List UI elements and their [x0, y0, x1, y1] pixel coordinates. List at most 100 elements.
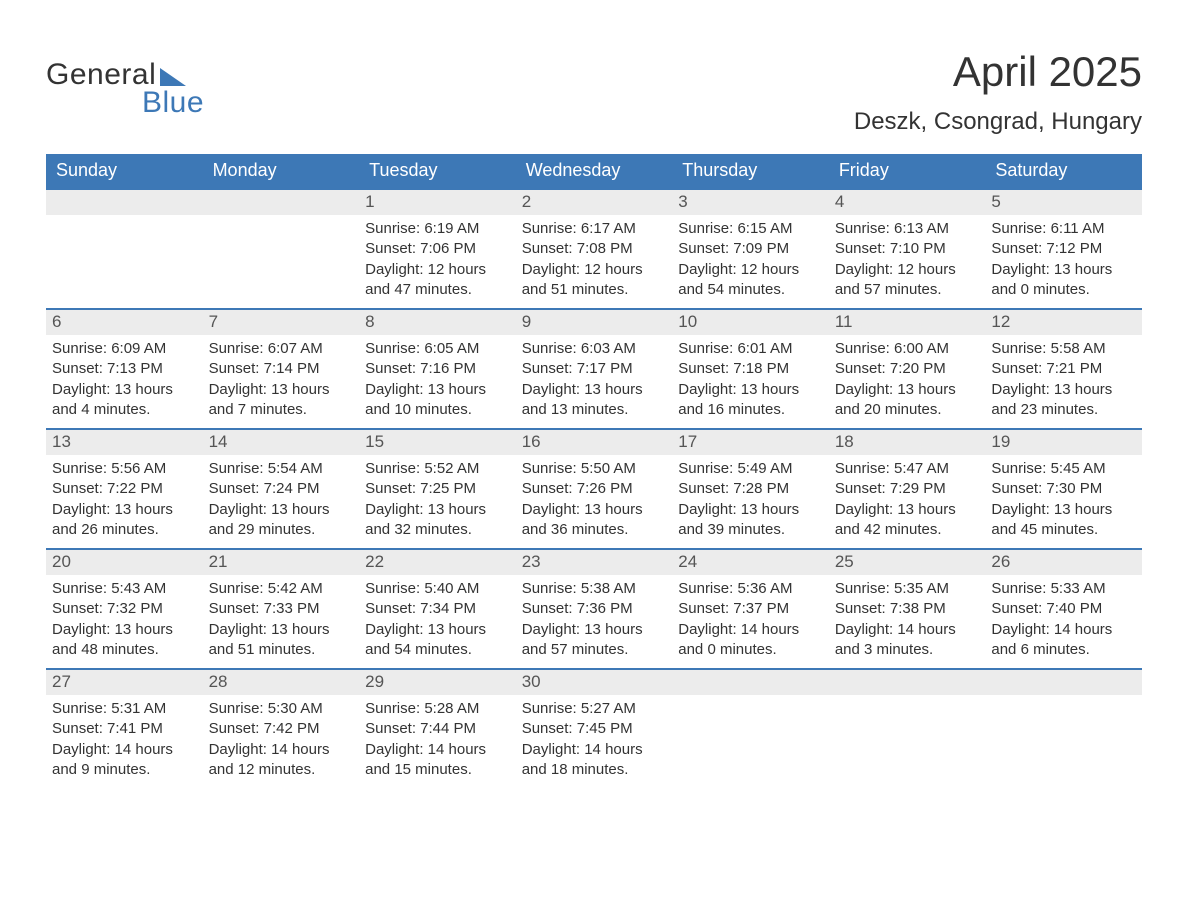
day-cell: [985, 669, 1142, 788]
sunrise-text: Sunrise: 6:15 AM: [678, 219, 823, 239]
day-number: 26: [985, 550, 1142, 575]
day-number: 30: [516, 670, 673, 695]
day-body: [672, 695, 829, 787]
day-cell: 7Sunrise: 6:07 AMSunset: 7:14 PMDaylight…: [203, 309, 360, 429]
day-number: 8: [359, 310, 516, 335]
daylight-text: Daylight: 14 hours and 6 minutes.: [991, 620, 1136, 661]
daylight-text: Daylight: 13 hours and 26 minutes.: [52, 500, 197, 541]
day-body: Sunrise: 5:49 AMSunset: 7:28 PMDaylight:…: [672, 455, 829, 548]
daylight-text: Daylight: 13 hours and 54 minutes.: [365, 620, 510, 661]
sunset-text: Sunset: 7:45 PM: [522, 719, 667, 739]
sunset-text: Sunset: 7:30 PM: [991, 479, 1136, 499]
sunset-text: Sunset: 7:34 PM: [365, 599, 510, 619]
sunrise-text: Sunrise: 6:01 AM: [678, 339, 823, 359]
logo-word1: General: [46, 58, 156, 92]
sunrise-text: Sunrise: 5:30 AM: [209, 699, 354, 719]
page-title: April 2025: [854, 48, 1142, 96]
day-cell: 1Sunrise: 6:19 AMSunset: 7:06 PMDaylight…: [359, 189, 516, 309]
day-number: 18: [829, 430, 986, 455]
daylight-text: Daylight: 13 hours and 0 minutes.: [991, 260, 1136, 301]
sunrise-text: Sunrise: 6:13 AM: [835, 219, 980, 239]
day-cell: 8Sunrise: 6:05 AMSunset: 7:16 PMDaylight…: [359, 309, 516, 429]
day-number: 25: [829, 550, 986, 575]
day-number: 29: [359, 670, 516, 695]
sunset-text: Sunset: 7:09 PM: [678, 239, 823, 259]
sunrise-text: Sunrise: 5:31 AM: [52, 699, 197, 719]
day-number: 9: [516, 310, 673, 335]
sunrise-text: Sunrise: 6:09 AM: [52, 339, 197, 359]
sunrise-text: Sunrise: 5:33 AM: [991, 579, 1136, 599]
day-number: [829, 670, 986, 695]
day-number: 28: [203, 670, 360, 695]
daylight-text: Daylight: 14 hours and 18 minutes.: [522, 740, 667, 781]
day-body: Sunrise: 6:01 AMSunset: 7:18 PMDaylight:…: [672, 335, 829, 428]
day-number: 20: [46, 550, 203, 575]
sunrise-text: Sunrise: 5:49 AM: [678, 459, 823, 479]
sunrise-text: Sunrise: 5:54 AM: [209, 459, 354, 479]
sunset-text: Sunset: 7:32 PM: [52, 599, 197, 619]
title-block: April 2025 Deszk, Csongrad, Hungary: [854, 48, 1142, 136]
sunrise-text: Sunrise: 5:43 AM: [52, 579, 197, 599]
day-cell: 18Sunrise: 5:47 AMSunset: 7:29 PMDayligh…: [829, 429, 986, 549]
day-body: Sunrise: 6:03 AMSunset: 7:17 PMDaylight:…: [516, 335, 673, 428]
sunrise-text: Sunrise: 6:07 AM: [209, 339, 354, 359]
sunrise-text: Sunrise: 5:56 AM: [52, 459, 197, 479]
day-number: 1: [359, 190, 516, 215]
sunrise-text: Sunrise: 5:27 AM: [522, 699, 667, 719]
day-body: Sunrise: 5:56 AMSunset: 7:22 PMDaylight:…: [46, 455, 203, 548]
sunset-text: Sunset: 7:36 PM: [522, 599, 667, 619]
day-body: [829, 695, 986, 787]
day-body: Sunrise: 5:54 AMSunset: 7:24 PMDaylight:…: [203, 455, 360, 548]
week-row: 1Sunrise: 6:19 AMSunset: 7:06 PMDaylight…: [46, 189, 1142, 309]
week-row: 27Sunrise: 5:31 AMSunset: 7:41 PMDayligh…: [46, 669, 1142, 788]
daylight-text: Daylight: 13 hours and 29 minutes.: [209, 500, 354, 541]
day-cell: [203, 189, 360, 309]
day-cell: [672, 669, 829, 788]
day-number: 21: [203, 550, 360, 575]
day-number: 15: [359, 430, 516, 455]
day-body: Sunrise: 5:52 AMSunset: 7:25 PMDaylight:…: [359, 455, 516, 548]
col-wednesday: Wednesday: [516, 154, 673, 189]
day-body: Sunrise: 5:42 AMSunset: 7:33 PMDaylight:…: [203, 575, 360, 668]
day-body: Sunrise: 5:30 AMSunset: 7:42 PMDaylight:…: [203, 695, 360, 788]
calendar-body: 1Sunrise: 6:19 AMSunset: 7:06 PMDaylight…: [46, 189, 1142, 788]
day-cell: 15Sunrise: 5:52 AMSunset: 7:25 PMDayligh…: [359, 429, 516, 549]
day-body: Sunrise: 5:58 AMSunset: 7:21 PMDaylight:…: [985, 335, 1142, 428]
day-body: Sunrise: 6:09 AMSunset: 7:13 PMDaylight:…: [46, 335, 203, 428]
page-header: General Blue April 2025 Deszk, Csongrad,…: [46, 48, 1142, 136]
daylight-text: Daylight: 12 hours and 54 minutes.: [678, 260, 823, 301]
col-friday: Friday: [829, 154, 986, 189]
day-cell: 25Sunrise: 5:35 AMSunset: 7:38 PMDayligh…: [829, 549, 986, 669]
sunrise-text: Sunrise: 6:19 AM: [365, 219, 510, 239]
sunrise-text: Sunrise: 5:45 AM: [991, 459, 1136, 479]
sunset-text: Sunset: 7:13 PM: [52, 359, 197, 379]
day-cell: 12Sunrise: 5:58 AMSunset: 7:21 PMDayligh…: [985, 309, 1142, 429]
day-number: 12: [985, 310, 1142, 335]
sunrise-text: Sunrise: 6:05 AM: [365, 339, 510, 359]
daylight-text: Daylight: 13 hours and 42 minutes.: [835, 500, 980, 541]
daylight-text: Daylight: 14 hours and 9 minutes.: [52, 740, 197, 781]
day-body: [985, 695, 1142, 787]
sunrise-text: Sunrise: 5:50 AM: [522, 459, 667, 479]
sunrise-text: Sunrise: 6:00 AM: [835, 339, 980, 359]
col-saturday: Saturday: [985, 154, 1142, 189]
daylight-text: Daylight: 13 hours and 7 minutes.: [209, 380, 354, 421]
logo: General Blue: [46, 48, 204, 120]
day-cell: 17Sunrise: 5:49 AMSunset: 7:28 PMDayligh…: [672, 429, 829, 549]
day-cell: 30 Sunrise: 5:27 AMSunset: 7:45 PMDayligh…: [516, 669, 673, 788]
daylight-text: Daylight: 12 hours and 51 minutes.: [522, 260, 667, 301]
calendar-table: Sunday Monday Tuesday Wednesday Thursday…: [46, 154, 1142, 788]
sunrise-text: Sunrise: 5:47 AM: [835, 459, 980, 479]
day-body: Sunrise: 5:38 AMSunset: 7:36 PMDaylight:…: [516, 575, 673, 668]
day-cell: [829, 669, 986, 788]
daylight-text: Daylight: 13 hours and 13 minutes.: [522, 380, 667, 421]
day-number: [46, 190, 203, 215]
logo-word2: Blue: [142, 86, 204, 120]
sunset-text: Sunset: 7:42 PM: [209, 719, 354, 739]
day-number: 22: [359, 550, 516, 575]
day-number: 19: [985, 430, 1142, 455]
day-body: Sunrise: 5:35 AMSunset: 7:38 PMDaylight:…: [829, 575, 986, 668]
day-body: Sunrise: 5:36 AMSunset: 7:37 PMDaylight:…: [672, 575, 829, 668]
day-cell: 5Sunrise: 6:11 AMSunset: 7:12 PMDaylight…: [985, 189, 1142, 309]
daylight-text: Daylight: 12 hours and 57 minutes.: [835, 260, 980, 301]
